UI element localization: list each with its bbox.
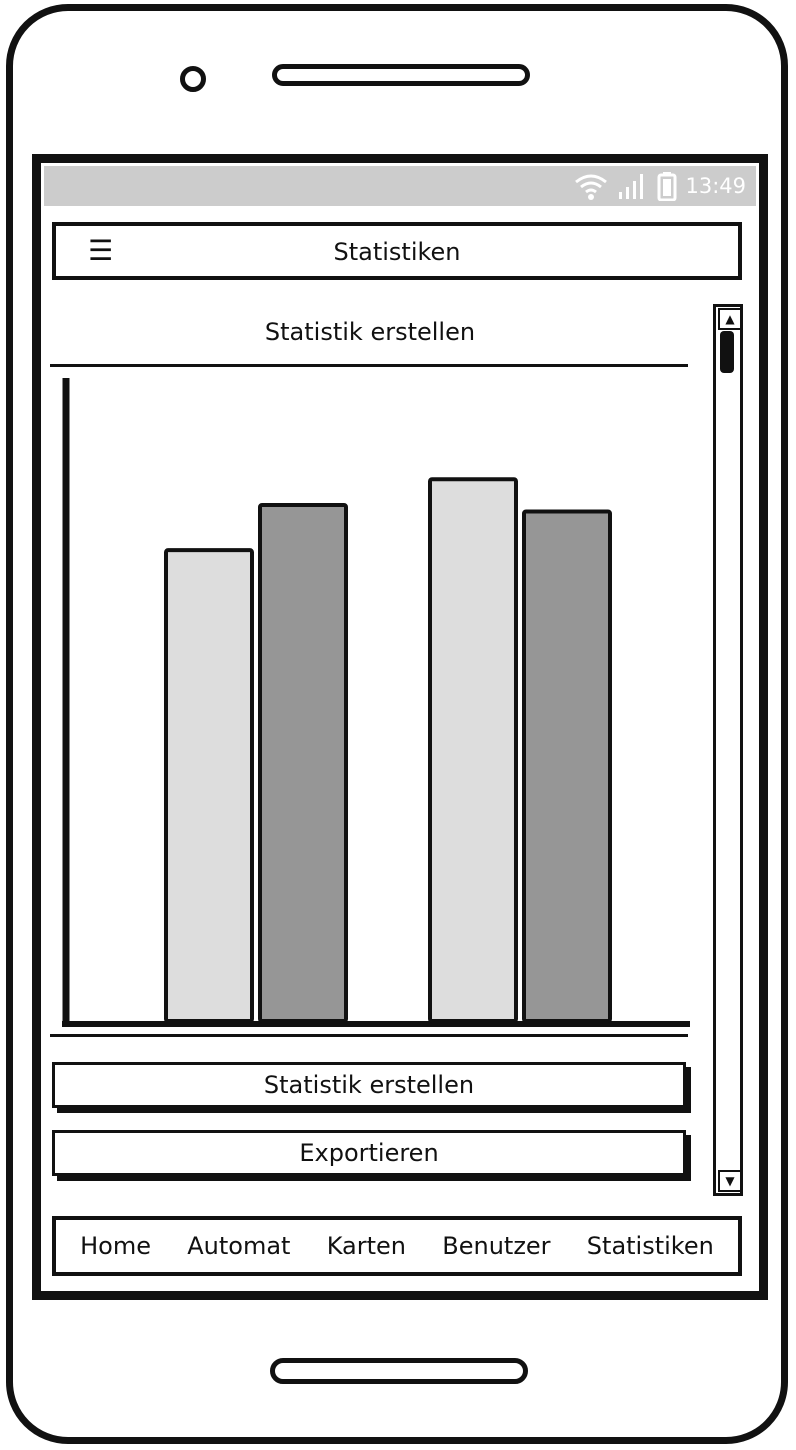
scroll-up-icon[interactable]: ▲ xyxy=(718,308,742,330)
battery-icon xyxy=(657,172,677,201)
bottom-nav: Home Automat Karten Benutzer Statistiken xyxy=(52,1216,742,1276)
screen xyxy=(32,154,768,1300)
chart-divider xyxy=(50,1034,688,1037)
nav-item-benutzer[interactable]: Benutzer xyxy=(442,1232,551,1260)
bar-group-1-series-2 xyxy=(258,503,348,1023)
scroll-thumb[interactable] xyxy=(720,331,734,373)
bar-group-1-series-1 xyxy=(164,548,254,1023)
nav-item-home[interactable]: Home xyxy=(80,1232,151,1260)
status-time: 13:49 xyxy=(685,174,746,198)
export-button[interactable]: Exportieren xyxy=(52,1130,686,1176)
bar-group-2-series-1 xyxy=(428,477,518,1023)
nav-item-automat[interactable]: Automat xyxy=(187,1232,291,1260)
section-divider xyxy=(50,364,688,367)
home-button[interactable] xyxy=(270,1358,528,1384)
page-title: Statistiken xyxy=(333,238,461,266)
signal-icon xyxy=(619,174,644,199)
app-header: ☰ Statistiken xyxy=(52,222,742,280)
wifi-icon xyxy=(575,174,608,200)
speaker-grille xyxy=(272,64,530,86)
bar-group-2-series-2 xyxy=(522,509,612,1023)
nav-item-statistiken[interactable]: Statistiken xyxy=(586,1232,714,1260)
scroll-down-icon[interactable]: ▼ xyxy=(718,1170,742,1192)
section-title: Statistik erstellen xyxy=(264,318,476,346)
scrollbar[interactable]: ▲ ▼ xyxy=(713,304,743,1196)
status-bar: 13:49 xyxy=(44,166,756,206)
camera-icon xyxy=(180,66,206,92)
create-statistic-button[interactable]: Statistik erstellen xyxy=(52,1062,686,1108)
menu-icon[interactable]: ☰ xyxy=(88,234,114,267)
nav-item-karten[interactable]: Karten xyxy=(326,1232,406,1260)
bar-chart xyxy=(62,378,690,1027)
